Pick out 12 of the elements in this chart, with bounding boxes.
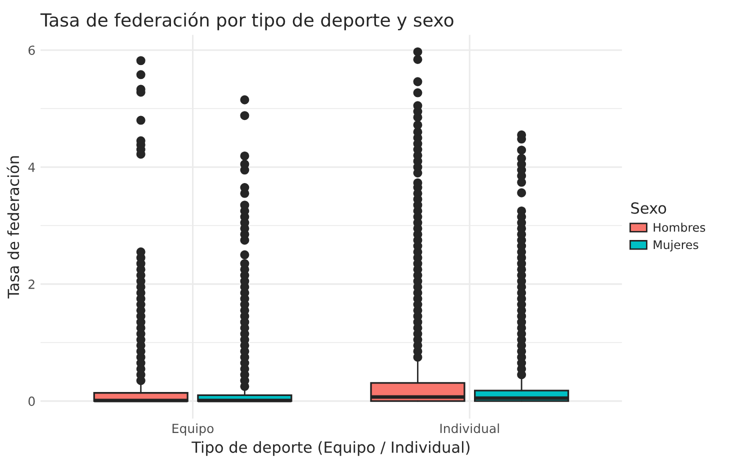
y-tick-label: 6	[28, 46, 35, 56]
y-axis-title: Tasa de federación	[6, 156, 20, 299]
x-tick-label: Equipo	[172, 423, 214, 436]
x-axis-title: Tipo de deporte (Equipo / Individual)	[192, 441, 470, 456]
legend-title: Sexo	[631, 202, 666, 214]
chart-title: Tasa de federación por tipo de deporte y sexo	[40, 12, 454, 30]
legend-label: Hombres	[654, 222, 706, 232]
y-tick-label: 4	[28, 162, 35, 172]
legend-label: Mujeres	[654, 240, 698, 252]
y-tick-label: 2	[28, 280, 34, 289]
x-tick-label: Individual	[440, 423, 499, 434]
y-tick-label: 0	[28, 396, 35, 406]
